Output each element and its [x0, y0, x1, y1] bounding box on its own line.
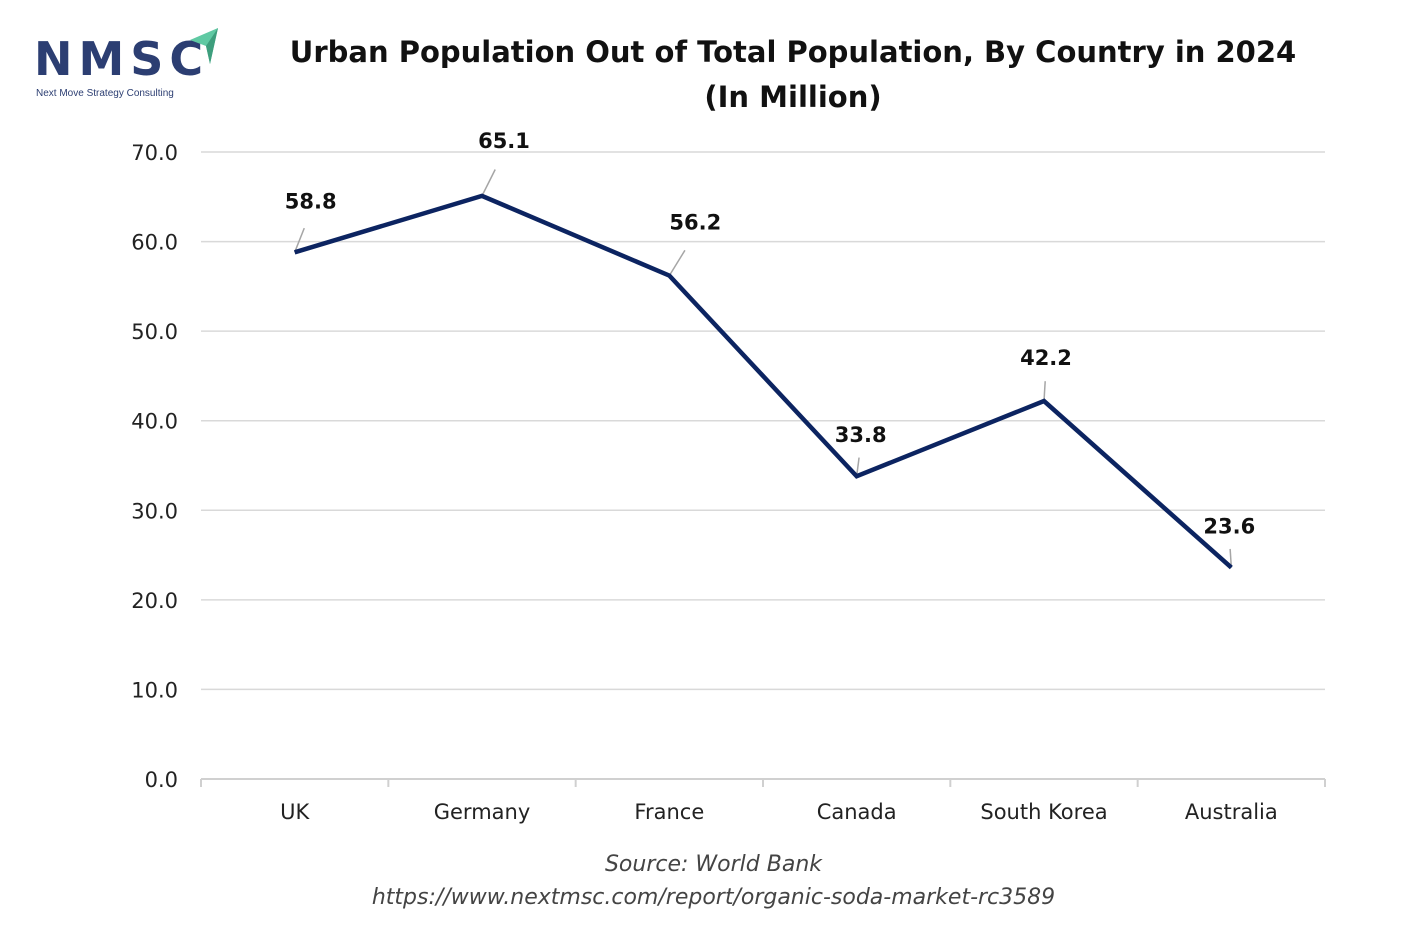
leader-line — [293, 227, 305, 253]
leader-line — [1043, 381, 1046, 402]
x-tick-label: Canada — [817, 800, 897, 824]
x-tick-label: UK — [280, 800, 310, 824]
leader-line — [855, 457, 860, 477]
series-line — [294, 193, 1233, 570]
x-axis: UK Germany France Canada South Korea Australi… — [200, 778, 1326, 824]
y-tick-label: 0.0 — [145, 768, 178, 792]
y-axis-ticks: 0.0 10.0 20.0 30.0 40.0 50.0 60.0 70.0 — [131, 141, 178, 792]
source-url[interactable]: https://www.nextmsc.com/report/organic-s… — [371, 885, 1056, 910]
y-tick-label: 50.0 — [131, 320, 178, 344]
source-text: Source: World Bank — [604, 852, 823, 877]
x-tick-label: Australia — [1185, 800, 1278, 824]
paper-plane-icon — [190, 28, 218, 64]
y-tick-label: 20.0 — [131, 589, 178, 613]
x-tick-label: South Korea — [980, 800, 1107, 824]
data-label: 42.2 — [1020, 346, 1072, 370]
data-label: 58.8 — [285, 189, 337, 213]
leader-line — [668, 249, 686, 277]
data-label: 65.1 — [478, 129, 530, 153]
nmsc-logo: NMSC Next Move Strategy Consulting — [30, 26, 230, 102]
x-tick-label: France — [634, 800, 704, 824]
y-tick-label: 70.0 — [131, 141, 178, 165]
logo-subtitle: Next Move Strategy Consulting — [36, 88, 174, 99]
y-tick-label: 60.0 — [131, 231, 178, 255]
logo-text: NMSC — [34, 32, 210, 86]
data-label: 56.2 — [669, 211, 721, 235]
gridlines — [201, 151, 1325, 691]
y-tick-label: 30.0 — [131, 499, 178, 523]
y-tick-label: 40.0 — [131, 410, 178, 434]
x-tick-label: Germany — [434, 800, 531, 824]
chart-title: Urban Population Out of Total Population… — [289, 35, 1297, 114]
series-line-path — [294, 193, 1233, 570]
data-labels: 58.8 65.1 56.2 33.8 42.2 23.6 — [285, 129, 1255, 539]
data-label: 23.6 — [1203, 515, 1255, 539]
leader-line — [481, 169, 496, 197]
label-leader-lines — [293, 169, 1233, 568]
data-label: 33.8 — [835, 423, 887, 447]
y-tick-label: 10.0 — [131, 678, 178, 702]
